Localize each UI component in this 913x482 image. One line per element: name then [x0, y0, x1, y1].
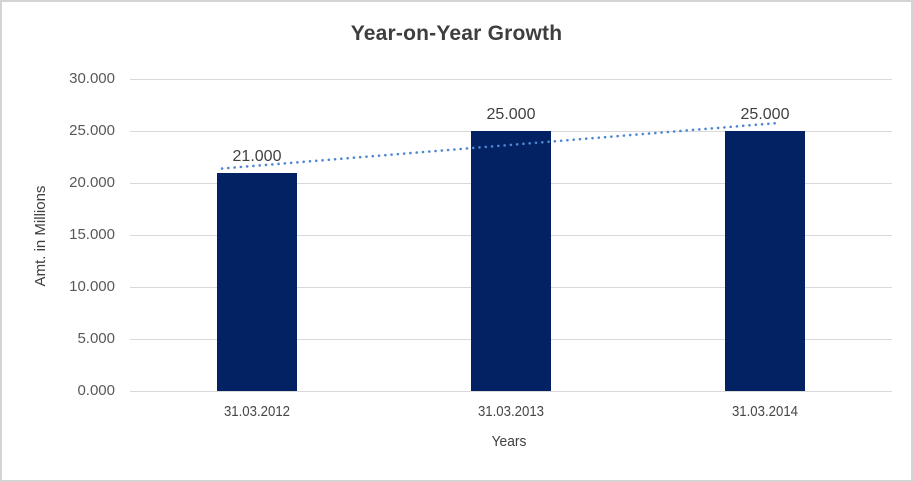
y-tick-label: 0.000	[77, 382, 115, 399]
y-tick-label: 5.000	[77, 330, 115, 347]
y-tick-label: 20.000	[69, 174, 115, 191]
bar	[217, 172, 297, 391]
x-axis-title: Years	[491, 433, 527, 450]
y-axis-title: Amt. in Millions	[32, 185, 49, 287]
gridline	[130, 79, 892, 80]
bar	[725, 131, 805, 391]
y-tick-label: 25.000	[69, 122, 115, 139]
bar-data-label: 21.000	[232, 147, 282, 165]
gridline	[130, 391, 892, 392]
bar	[471, 131, 551, 391]
chart-title: Year-on-Year Growth	[350, 22, 563, 45]
y-tick-label: 10.000	[69, 278, 115, 295]
y-tick-label: 30.000	[69, 70, 115, 87]
x-tick-label: 31.03.2014	[731, 403, 799, 420]
x-tick-label: 31.03.2012	[223, 403, 291, 420]
bar-data-label: 25.000	[486, 106, 536, 123]
y-tick-label: 15.000	[69, 226, 115, 243]
bar-data-label: 25.000	[740, 106, 790, 123]
x-tick-label: 31.03.2013	[477, 403, 545, 420]
